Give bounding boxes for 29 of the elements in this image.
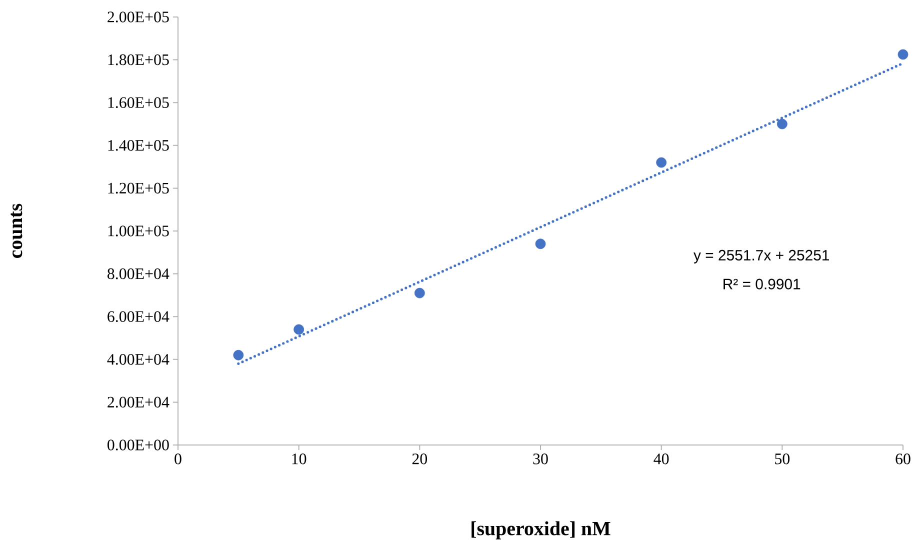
x-tick-label: 40 [654, 454, 669, 464]
y-tick-label: 2.00E+05 [108, 12, 169, 22]
x-tick-label: 30 [533, 454, 548, 464]
y-tick-label: 4.00E+04 [107, 354, 170, 365]
point [776, 118, 788, 130]
point [414, 288, 425, 298]
x-tick-label: 0 [174, 454, 182, 464]
point [535, 238, 546, 250]
y-tick-label: 2.00E+04 [108, 396, 170, 408]
x-tick-label: 60 [896, 454, 910, 464]
point [233, 350, 244, 360]
x-tick-label: 10 [292, 454, 306, 464]
y-tick-label: 1.20E+05 [108, 182, 169, 194]
y-tick-label: 8.00E+04 [108, 268, 170, 280]
y-tick-label: 0.00E+00 [108, 440, 169, 450]
x-axis-title: [superoxide] nM [472, 521, 610, 540]
y-tick-label: 1.00E+05 [108, 226, 169, 236]
y-tick-label: 1.40E+05 [108, 140, 169, 151]
x-tick-label: 50 [775, 454, 790, 464]
annotation: y = 2551.7x + 25251 [694, 250, 829, 264]
y-tick-label: 1.80E+05 [108, 54, 169, 66]
y-tick-label: 6.00E+04 [108, 311, 170, 322]
x-tick-label: 20 [412, 454, 428, 464]
annotation: R² = 0.9901 [724, 278, 800, 290]
y-axis-title: counts [10, 204, 22, 258]
point [898, 49, 908, 60]
point [656, 157, 667, 168]
y-tick-label: 1.60E+05 [108, 97, 169, 108]
point [294, 324, 304, 335]
